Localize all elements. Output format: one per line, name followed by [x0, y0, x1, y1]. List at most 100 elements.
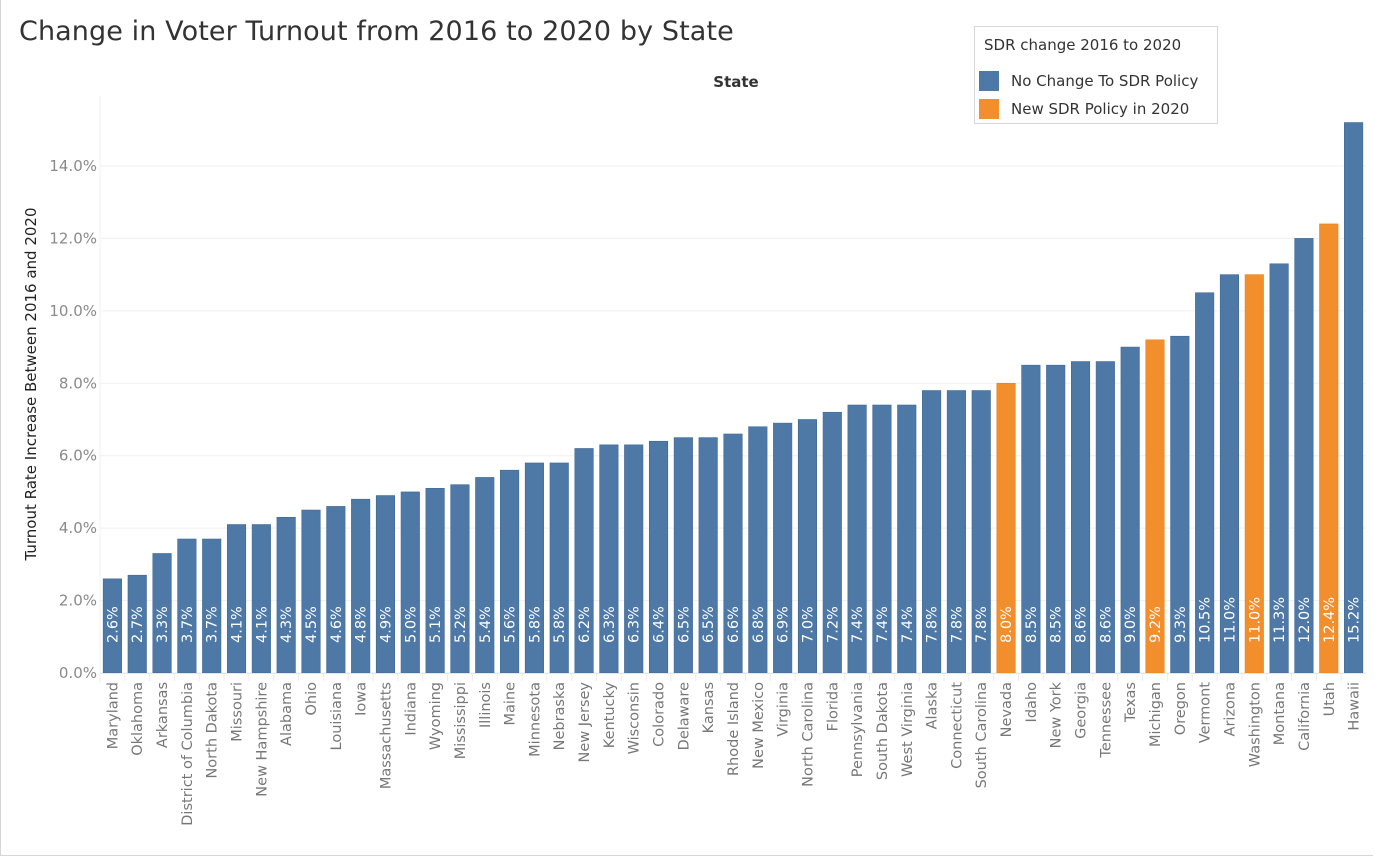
y-axis-ticks: 0.0% 2.0% 4.0% 6.0% 8.0% 10.0% 12.0% 14.0%	[49, 157, 97, 682]
bar-value-label: 9.2%	[1148, 606, 1164, 643]
bar-value-label: 8.6%	[1074, 606, 1090, 643]
legend-label-no-change: No Change To SDR Policy	[1011, 72, 1199, 90]
bar[interactable]	[1344, 122, 1364, 674]
bar-value-label: 7.8%	[949, 606, 965, 643]
bar-value-label: 6.6%	[726, 606, 742, 643]
bar-value-label: 5.8%	[552, 606, 568, 643]
bar-value-label: 4.8%	[354, 606, 370, 643]
bar[interactable]	[326, 506, 346, 674]
bar-value-label: 8.6%	[1098, 606, 1114, 643]
x-category-label: Pennsylvania	[850, 682, 866, 777]
y-tick-label: 14.0%	[49, 157, 97, 175]
x-category-label: New Mexico	[751, 682, 767, 769]
x-category-label: North Carolina	[800, 682, 816, 787]
legend: SDR change 2016 to 2020 No Change To SDR…	[974, 26, 1218, 124]
bar-value-label: 3.7%	[180, 606, 196, 643]
bar-value-label: 5.4%	[478, 606, 494, 643]
bar[interactable]	[301, 509, 321, 674]
legend-label-new-policy: New SDR Policy in 2020	[1011, 100, 1190, 118]
x-category-label: Kansas	[701, 682, 717, 733]
bars: 2.6% 2.7% 3.3% 3.7% 3.7% 4.1% 4.1% 4.3% 4.5% 4.6%…	[102, 122, 1364, 674]
bar-value-label: 3.7%	[205, 606, 221, 643]
x-category-label: Arkansas	[155, 682, 171, 748]
bar-value-label: 8.0%	[999, 606, 1015, 643]
x-category-label: South Dakota	[875, 682, 891, 780]
x-category-label: Georgia	[1074, 682, 1090, 739]
x-category-label: New York	[1049, 681, 1065, 748]
x-category-label: Hawaii	[1347, 682, 1363, 731]
x-category-label: New Jersey	[577, 682, 593, 763]
x-category-label: Rhode Island	[726, 682, 742, 776]
bar-value-label: 10.5%	[1198, 597, 1214, 643]
bar-value-label: 4.9%	[378, 606, 394, 643]
y-tick-label: 10.0%	[49, 302, 97, 320]
bar-value-label: 4.1%	[230, 606, 246, 643]
x-category-label: Texas	[1123, 682, 1139, 723]
x-category-label: District of Columbia	[180, 682, 196, 826]
bar-value-label: 9.0%	[1123, 606, 1139, 643]
bar[interactable]	[251, 524, 271, 674]
x-category-label: Arizona	[1222, 682, 1238, 736]
bar[interactable]	[276, 516, 296, 674]
x-category-label: Kentucky	[602, 682, 618, 749]
x-category-label: Illinois	[478, 682, 494, 728]
bar[interactable]	[226, 524, 247, 674]
x-category-label: Oklahoma	[130, 682, 146, 756]
x-category-label: New Hampshire	[254, 682, 270, 797]
x-category-label: Mississippi	[453, 682, 469, 759]
bar-value-label: 6.2%	[577, 606, 593, 643]
bar[interactable]	[425, 488, 445, 674]
bar-value-label: 7.4%	[850, 606, 866, 643]
x-category-label: North Dakota	[205, 682, 221, 779]
bar-value-label: 6.9%	[776, 606, 792, 643]
y-tick-label: 4.0%	[59, 519, 97, 537]
bar-value-label: 2.6%	[105, 606, 121, 643]
bar[interactable]	[351, 498, 371, 674]
bar-value-label: 12.4%	[1322, 597, 1338, 643]
legend-title: SDR change 2016 to 2020	[984, 36, 1182, 54]
x-category-label: Louisiana	[329, 682, 345, 750]
bar-value-label: 11.3%	[1272, 597, 1288, 643]
x-category-label: Alabama	[279, 682, 295, 746]
x-category-label: Idaho	[1024, 682, 1040, 723]
y-tick-label: 2.0%	[59, 592, 97, 610]
x-category-label: Nebraska	[552, 682, 568, 750]
bar-value-label: 8.5%	[1049, 606, 1065, 643]
bar-value-label: 6.4%	[652, 606, 668, 643]
y-tick-label: 6.0%	[59, 447, 97, 465]
x-category-label: Connecticut	[949, 682, 965, 769]
bar-value-label: 7.4%	[900, 606, 916, 643]
legend-item-new-policy[interactable]: New SDR Policy in 2020	[979, 98, 1189, 120]
bar[interactable]	[400, 491, 420, 674]
bar-value-label: 5.2%	[453, 606, 469, 643]
x-category-label: Florida	[825, 682, 841, 731]
bar-value-label: 4.1%	[254, 606, 270, 643]
x-category-label: Michigan	[1148, 682, 1164, 747]
bar-value-label: 5.1%	[428, 606, 444, 643]
bar-value-label: 6.3%	[627, 606, 643, 643]
x-category-label: South Carolina	[974, 682, 990, 788]
bar[interactable]	[177, 538, 197, 674]
bar[interactable]	[202, 538, 222, 674]
bar-value-label: 4.3%	[279, 606, 295, 643]
x-category-label: Maine	[503, 682, 519, 726]
bar-value-label: 9.3%	[1173, 606, 1189, 643]
bar-value-label: 7.0%	[800, 606, 816, 643]
bar-value-label: 2.7%	[130, 606, 146, 643]
bar-value-label: 4.5%	[304, 606, 320, 643]
x-category-label: Washington	[1247, 682, 1263, 767]
bar-value-label: 5.0%	[403, 606, 419, 643]
bar[interactable]	[450, 484, 470, 674]
bar-value-label: 6.3%	[602, 606, 618, 643]
x-category-label: Vermont	[1198, 682, 1214, 744]
x-category-label: Alaska	[925, 682, 941, 729]
bar-value-label: 7.8%	[974, 606, 990, 643]
x-category-label: Ohio	[304, 682, 320, 716]
legend-item-no-change[interactable]: No Change To SDR Policy	[979, 70, 1198, 92]
bar[interactable]	[375, 495, 396, 674]
bar-value-label: 5.8%	[527, 606, 543, 643]
bar-value-label: 6.5%	[676, 606, 692, 643]
bar-value-label: 4.6%	[329, 606, 345, 643]
